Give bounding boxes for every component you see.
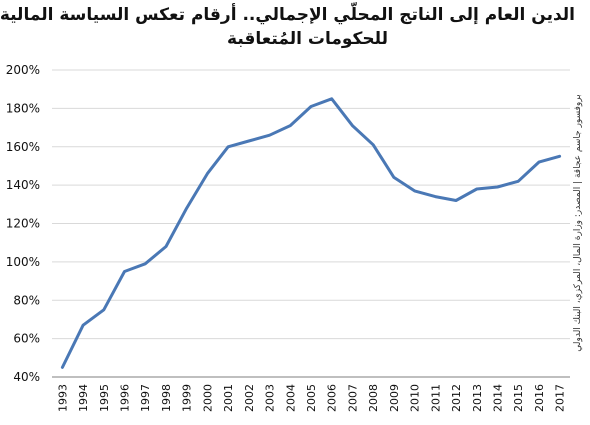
x-tick-label: 1994 xyxy=(77,384,90,412)
y-tick-label: 140% xyxy=(6,178,40,192)
x-tick-label: 2000 xyxy=(201,384,214,412)
x-tick-label: 2006 xyxy=(326,384,339,412)
y-tick-label: 160% xyxy=(6,140,40,154)
y-tick-label: 200% xyxy=(6,63,40,77)
x-tick-label: 2003 xyxy=(264,384,277,412)
y-tick-label: 100% xyxy=(6,255,40,269)
y-tick-label: 120% xyxy=(6,217,40,231)
x-tick-label: 2008 xyxy=(367,384,380,412)
x-tick-label: 1999 xyxy=(181,384,194,412)
x-tick-label: 2010 xyxy=(409,384,422,412)
chart-title-line-2: للحكومات المُتعاقبة xyxy=(227,29,388,49)
y-tick-label: 60% xyxy=(13,332,40,346)
gridlines xyxy=(52,69,570,340)
series-debt-to-gdp xyxy=(60,97,562,369)
y-tick-label: 180% xyxy=(6,101,40,115)
x-tick-label: 1997 xyxy=(139,384,152,412)
chart-title-line-1: الدين العام إلى الناتج المحلّي الإجمالي.… xyxy=(0,5,575,25)
source-note: بروفسور جاسم عجاقة | المصدر: وزارة المال… xyxy=(571,70,585,376)
chart-title: الدين العام إلى الناتج المحلّي الإجمالي.… xyxy=(0,3,575,51)
y-tick-label: 80% xyxy=(13,293,40,307)
x-tick-label: 2002 xyxy=(243,384,256,412)
x-tick-label: 1998 xyxy=(160,384,173,412)
x-tick-label: 2013 xyxy=(471,384,484,412)
x-tick-label: 2016 xyxy=(533,384,546,412)
x-tick-label: 2014 xyxy=(491,384,504,412)
x-tick-label: 2004 xyxy=(284,384,297,412)
source-note-text: بروفسور جاسم عجاقة | المصدر: وزارة المال… xyxy=(573,94,583,352)
x-tick-label: 1993 xyxy=(56,384,69,412)
x-tick-label: 2001 xyxy=(222,384,235,412)
y-tick-label: 40% xyxy=(13,370,40,384)
x-axis-tick-labels: 1993 1994 1995 1996 1997 1998 1999 2000 2001 2002… xyxy=(56,384,566,412)
series-line xyxy=(60,97,562,369)
x-tick-label: 2012 xyxy=(450,384,463,412)
x-tick-label: 2005 xyxy=(305,384,318,412)
x-tick-label: 2015 xyxy=(512,384,525,412)
y-axis-tick-labels: 40% 60% 80% 100% 120% 140% 160% 180% 200% xyxy=(6,63,40,384)
x-tick-label: 2017 xyxy=(554,384,567,412)
x-tick-label: 2011 xyxy=(429,384,442,412)
x-tick-label: 1996 xyxy=(119,384,132,412)
x-tick-label: 2009 xyxy=(388,384,401,412)
x-tick-label: 2007 xyxy=(346,384,359,412)
x-tick-label: 1995 xyxy=(98,384,111,412)
